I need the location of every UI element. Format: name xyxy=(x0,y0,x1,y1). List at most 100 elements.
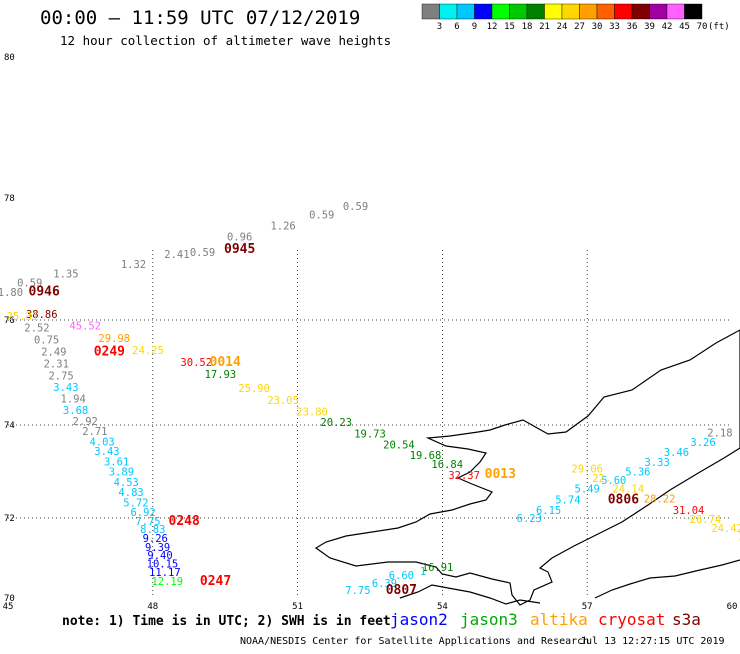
pass-time-label: 0249 xyxy=(94,345,125,360)
wave-height-value: 6.23 xyxy=(517,513,542,525)
y-tick-label: 76 xyxy=(4,316,15,326)
wave-height-value: 3.43 xyxy=(94,446,119,458)
colorbar-tick-label: 30 xyxy=(592,22,603,32)
colorbar-swatch xyxy=(526,3,545,20)
page-subtitle: 12 hour collection of altimeter wave hei… xyxy=(60,33,391,48)
wave-height-value: 2.31 xyxy=(44,358,69,370)
colorbar-tick-label: 12 xyxy=(487,22,498,32)
wave-height-value: 0.75 xyxy=(34,335,59,347)
colorbar-swatch xyxy=(474,3,493,20)
colorbar-tick-label: 6 xyxy=(454,22,459,32)
colorbar-swatch xyxy=(544,3,563,20)
colorbar-tick-label: 33 xyxy=(609,22,620,32)
wave-height-value: 38.86 xyxy=(26,309,58,321)
wave-height-value: 3.61 xyxy=(104,456,129,468)
graticule xyxy=(8,250,732,598)
axis-labels: 45 48 51 54 57 60 80 78 76 74 72 70 xyxy=(3,53,738,612)
colorbar-tick-label: 36 xyxy=(627,22,638,32)
x-tick-label: 60 xyxy=(727,602,738,612)
wave-height-value: 3.46 xyxy=(664,447,689,459)
mission-jason2: jason2 xyxy=(390,610,448,629)
wave-height-value: 4.03 xyxy=(89,436,114,448)
colorbar-swatch xyxy=(649,3,668,20)
wave-height-value: 16.91 xyxy=(422,562,454,574)
wave-height-value: 2.52 xyxy=(24,323,49,335)
wave-height-value: 24.14 xyxy=(612,483,644,495)
colorbar-swatch xyxy=(596,3,615,20)
colorbar-tick-label: 42 xyxy=(662,22,673,32)
wave-height-value: 45.52 xyxy=(69,320,101,332)
novaya-zemlya-south-island xyxy=(314,329,740,606)
colorbar-swatch xyxy=(561,3,580,20)
colorbar-tick-label: 39 xyxy=(644,22,655,32)
pass-time-label: 0013 xyxy=(485,467,516,482)
wave-height-value: 2.18 xyxy=(707,428,732,440)
wave-height-value: 5.60 xyxy=(601,475,626,487)
colorbar-swatch xyxy=(631,3,650,20)
wave-height-value: 19.68 xyxy=(410,450,442,462)
wave-height-value: 16.84 xyxy=(431,459,463,471)
wave-height-value: 20.54 xyxy=(383,439,415,451)
wave-height-value: 3.33 xyxy=(645,457,670,469)
header: 00:00 – 11:59 UTC 07/12/2019 12 hour col… xyxy=(40,7,391,48)
wave-height-value: 32.37 xyxy=(448,470,480,482)
page-title: 00:00 – 11:59 UTC 07/12/2019 xyxy=(40,7,360,29)
x-tick-label: 51 xyxy=(292,602,303,612)
wave-height-value: 1.35 xyxy=(53,268,78,280)
wave-height-value: 6.15 xyxy=(536,505,561,517)
footer: note: 1) Time is in UTC; 2) SWH is in fe… xyxy=(62,610,725,647)
colorbar-swatch xyxy=(509,3,528,20)
wave-height-value: 23.05 xyxy=(267,395,299,407)
wave-height-value: 6.39 xyxy=(372,578,397,590)
x-tick-label: 45 xyxy=(3,602,14,612)
wave-height-value: 10.15 xyxy=(147,559,179,571)
wave-height-value: 30.52 xyxy=(180,357,212,369)
y-tick-label: 72 xyxy=(4,514,15,524)
pass-time-label: 0014 xyxy=(210,355,241,370)
wave-height-value: 9.26 xyxy=(143,533,168,545)
wave-height-value: 3.68 xyxy=(63,405,88,417)
wave-height-labels: 0.590.591.260.9609450.592.411.321.350.59… xyxy=(0,201,740,598)
wave-height-value: 20.23 xyxy=(320,417,352,429)
wave-height-value: 4.53 xyxy=(114,477,139,489)
colorbar-swatch xyxy=(579,3,598,20)
wave-height-value: 1.32 xyxy=(121,259,146,271)
wave-height-value: 3.43 xyxy=(53,382,78,394)
wave-height-value: 3.89 xyxy=(109,467,134,479)
mission-altika: altika xyxy=(530,610,588,629)
wave-height-value: 0.59 xyxy=(343,201,368,213)
footer-credit: NOAA/NESDIS Center for Satellite Applica… xyxy=(240,636,589,647)
wave-height-value: 11.17 xyxy=(149,567,181,579)
wave-height-value: 5.74 xyxy=(555,495,580,507)
wave-height-value: 24.42 xyxy=(711,523,740,535)
x-tick-label: 48 xyxy=(147,602,158,612)
pass-time-label: 0248 xyxy=(169,514,200,529)
wave-height-value: 5.72 xyxy=(123,497,148,509)
colorbar-tick-label: 18 xyxy=(522,22,533,32)
wave-height-value: 7.75 xyxy=(345,585,370,597)
wave-height-value: 3.26 xyxy=(690,437,715,449)
color-scale-legend: 3 6 9 12 15 18 21 24 27 30 33 36 39 42 45 70 (ft) xyxy=(421,3,730,32)
colorbar-tick-label: 70 xyxy=(697,22,708,32)
wave-height-value: 24.25 xyxy=(132,345,164,357)
colorbar-unit-label: (ft) xyxy=(708,22,730,32)
colorbar-swatch xyxy=(614,3,633,20)
wave-height-value: 0.59 xyxy=(190,247,215,259)
wave-height-value: 19.73 xyxy=(354,429,386,441)
wave-height-value: 23.80 xyxy=(296,407,328,419)
y-tick-label: 78 xyxy=(4,194,15,204)
colorbar-swatch xyxy=(684,3,703,20)
colorbar-tick-label: 21 xyxy=(539,22,550,32)
colorbar-swatch xyxy=(439,3,458,20)
wave-height-value: 4.83 xyxy=(118,487,143,499)
footer-timestamp: Jul 13 12:27:15 UTC 2019 xyxy=(580,636,725,647)
wave-height-value: 23.0 xyxy=(739,531,740,543)
colorbar-swatch xyxy=(491,3,510,20)
wave-height-value: 8.83 xyxy=(140,524,165,536)
footer-note: note: 1) Time is in UTC; 2) SWH is in fe… xyxy=(62,614,391,629)
wave-height-value: 25.31 xyxy=(7,311,39,323)
x-tick-label: 54 xyxy=(437,602,448,612)
colorbar-swatch xyxy=(666,3,685,20)
wave-height-value: 12.19 xyxy=(151,576,183,588)
